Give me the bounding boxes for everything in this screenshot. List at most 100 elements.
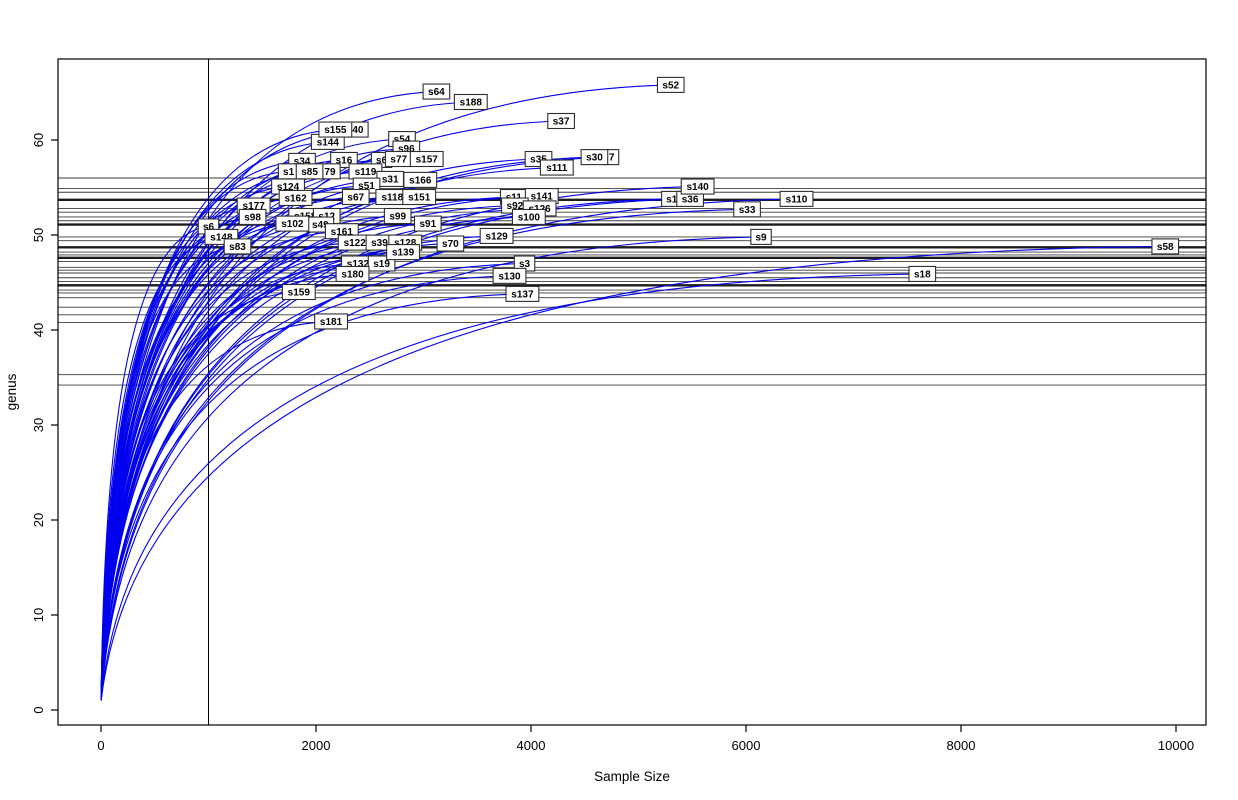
rarefaction-curve-s3	[100, 262, 525, 701]
sample-label-s37: s37	[553, 117, 570, 128]
sample-label-s92: s92	[507, 201, 524, 212]
y-axis-tick-label: 20	[31, 513, 46, 527]
sample-label-box-s67	[341, 188, 370, 206]
sample-label-s54: s54	[394, 135, 411, 146]
sample-label-s52: s52	[662, 81, 679, 92]
sample-label-s34: s34	[294, 157, 311, 168]
sample-label-s111: s111	[546, 163, 568, 174]
x-axis-tick-label: 0	[97, 738, 104, 753]
rarefaction-curve-s130	[100, 275, 510, 701]
rarefaction-curve-s159	[100, 291, 299, 701]
sample-label-box-s98	[238, 208, 267, 225]
sample-label-s30: s30	[586, 153, 603, 164]
x-axis-tick-label: 8000	[947, 738, 976, 753]
sample-label-box-s18	[908, 265, 937, 283]
sample-label-box-s9	[750, 228, 772, 245]
rarefaction-curve-s35	[100, 158, 539, 701]
sample-label-s151: s151	[408, 193, 431, 204]
sample-label-s162: s162	[284, 194, 307, 205]
x-axis-tick-label: 10000	[1158, 738, 1194, 753]
sample-label-box-s129	[479, 227, 514, 244]
sample-label-s128: s128	[394, 238, 417, 249]
rarefaction-curve-s180	[100, 273, 353, 701]
sample-label-s166: s166	[409, 176, 432, 187]
y-axis-tick-label: 0	[31, 706, 46, 713]
sample-label-box-s37	[547, 112, 575, 130]
sample-label-box-s166	[403, 171, 438, 188]
sample-label-s96: s96	[398, 144, 415, 155]
sample-label-s91: s91	[419, 219, 436, 230]
y-axis-title: genus	[4, 373, 19, 410]
x-axis-title: Sample Size	[594, 769, 670, 784]
x-axis-tick-label: 6000	[732, 738, 761, 753]
sample-label-box-s139	[386, 244, 421, 261]
sample-label-s58: s58	[1157, 242, 1174, 253]
sample-label-s16: s16	[336, 156, 353, 167]
sample-label-40: 40	[352, 125, 364, 136]
sample-label-s130: s130	[498, 271, 521, 282]
sample-label-s6: s6	[203, 222, 215, 233]
sample-label-s64: s64	[428, 87, 445, 98]
sample-label-s155: s155	[324, 125, 347, 136]
sample-label-s122: s122	[344, 238, 367, 249]
sample-label-7: 7	[609, 153, 615, 164]
sample-label-box-s99	[383, 207, 412, 225]
rarefaction-curve-s122	[100, 242, 355, 701]
sample-label-s144: s144	[317, 138, 340, 149]
sample-label-box-s157	[409, 150, 444, 168]
sample-label-box-s140	[680, 178, 715, 195]
sample-label-box-s83	[223, 238, 252, 255]
sample-label-s159: s159	[288, 288, 311, 299]
rarefaction-curve-s39	[100, 242, 380, 701]
plot-box	[57, 58, 1207, 726]
sample-label-s157: s157	[416, 155, 439, 166]
rarefaction-curve-s110	[100, 198, 797, 701]
sample-label-box-s162	[278, 189, 313, 206]
sample-label-s39: s39	[371, 238, 388, 249]
sample-label-s132: s132	[347, 259, 370, 270]
rarefaction-curve-s37	[100, 120, 562, 701]
sample-label-box-s33	[733, 201, 761, 218]
sample-label-box-s151	[402, 188, 437, 206]
rarefaction-curve-s140	[100, 186, 698, 701]
y-axis-tick-label: 50	[31, 228, 46, 242]
sample-label-79: 79	[324, 167, 336, 178]
sample-label-s161: s161	[331, 227, 354, 238]
rarefaction-curve-s18	[100, 273, 923, 701]
rarefaction-curve-s129	[100, 235, 497, 701]
sample-label-s180: s180	[341, 270, 364, 281]
sample-label-s67: s67	[347, 193, 364, 204]
sample-label-s100: s100	[518, 213, 541, 224]
sample-label-s1: s1	[283, 167, 295, 178]
sample-label-box-s58	[1151, 238, 1180, 255]
sample-label-box-s91	[413, 215, 442, 232]
sample-label-s31: s31	[382, 175, 399, 186]
rarefaction-curve-s137	[100, 293, 523, 701]
sample-label-s177: s177	[243, 201, 266, 212]
sample-label-s102: s102	[281, 219, 304, 230]
sample-label-box-s102	[275, 215, 310, 232]
sample-label-box-s110	[779, 190, 814, 207]
sample-label-s119: s119	[355, 167, 377, 178]
sample-label-box-s180	[335, 265, 370, 283]
rarefaction-curve-s33	[100, 208, 748, 701]
sample-label-s98: s98	[244, 213, 261, 224]
sample-label-s33: s33	[739, 205, 756, 216]
sample-label-box-s130	[492, 267, 527, 284]
sample-label-s139: s139	[392, 248, 415, 259]
sample-label-box-s52	[656, 76, 685, 93]
sample-label-s129: s129	[485, 232, 508, 243]
sample-label-s124: s124	[277, 182, 300, 193]
sample-label-s85: s85	[301, 167, 318, 178]
sample-label-box-s188	[453, 93, 488, 111]
sample-label-s99: s99	[389, 212, 406, 223]
sample-label-box-s181	[314, 313, 348, 330]
y-axis-tick-label: 60	[31, 133, 46, 147]
rarefaction-curve-s58	[100, 245, 1166, 701]
sample-label-s51: s51	[358, 181, 375, 192]
sample-label-box-s111	[539, 159, 574, 176]
sample-label-s18: s18	[914, 270, 931, 281]
sample-label-box-s30	[580, 149, 609, 166]
sample-label-s188: s188	[460, 98, 483, 109]
rarefaction-curve-s83	[100, 245, 238, 701]
